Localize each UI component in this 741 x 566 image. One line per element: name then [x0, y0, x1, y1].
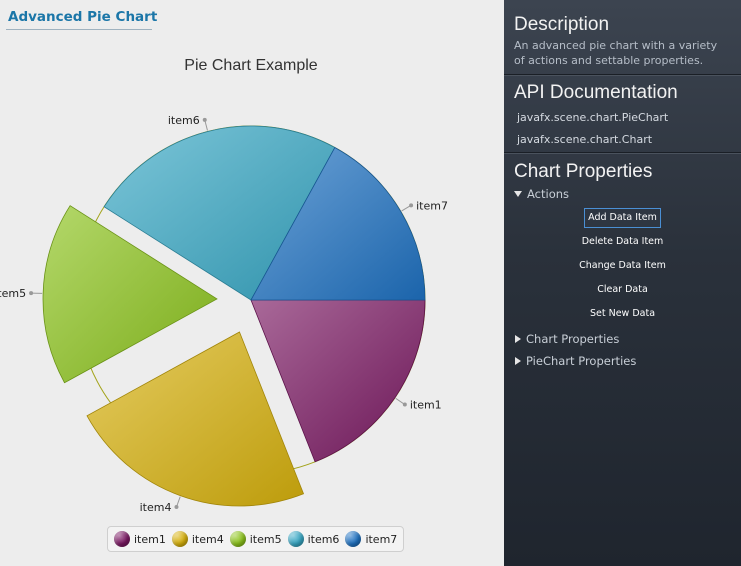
- legend-item-item4: item4: [171, 531, 224, 547]
- api-link-chart[interactable]: javafx.scene.chart.Chart: [517, 133, 653, 146]
- api-section: API Documentation javafx.scene.chart.Pie…: [504, 75, 741, 153]
- label-dot-item1: [402, 402, 407, 407]
- chevron-right-icon: [515, 335, 521, 343]
- legend-label-item4: item4: [191, 532, 224, 546]
- properties-heading: Chart Properties: [514, 161, 653, 182]
- legend-swatch-item5: [229, 531, 246, 547]
- actions-label: Actions: [527, 187, 570, 201]
- slice-label-item4: item4: [140, 501, 172, 514]
- slice-label-item5: item5: [0, 287, 26, 300]
- pie-slice-item6[interactable]: [103, 125, 336, 301]
- legend-label-item6: item6: [307, 532, 340, 546]
- description-section: Description An advanced pie chart with a…: [504, 0, 741, 75]
- set-new-data-button[interactable]: Set New Data: [586, 304, 659, 324]
- api-heading: API Documentation: [514, 82, 678, 103]
- label-dot-item6: [202, 117, 207, 122]
- delete-data-item-button[interactable]: Delete Data Item: [578, 232, 668, 252]
- piechart-properties-label: PieChart Properties: [526, 354, 637, 368]
- label-dot-item7: [409, 203, 414, 208]
- chart-title: Pie Chart Example: [184, 57, 317, 74]
- label-dot-item4: [174, 504, 179, 509]
- legend-item-item7: item7: [345, 531, 397, 547]
- properties-section: Chart Properties Actions Add Data Item D…: [504, 153, 741, 372]
- actions-list: Add Data Item Delete Data Item Change Da…: [504, 208, 741, 324]
- chart-properties-toggle[interactable]: Chart Properties: [504, 328, 741, 350]
- legend-item-item6: item6: [287, 531, 340, 547]
- legend-label-item7: item7: [365, 532, 398, 546]
- pie-slice-item1[interactable]: [250, 299, 426, 463]
- legend-swatch-item1: [114, 531, 130, 547]
- pie-slice-item4[interactable]: [86, 331, 305, 507]
- piechart-properties-toggle[interactable]: PieChart Properties: [504, 350, 741, 372]
- add-data-item-button[interactable]: Add Data Item: [584, 208, 661, 228]
- api-link-piechart[interactable]: javafx.scene.chart.PieChart: [517, 111, 669, 124]
- legend-label-item1: item1: [134, 532, 166, 546]
- legend-item-item1: item1: [114, 531, 166, 547]
- slice-label-item7: item7: [416, 199, 448, 212]
- label-dot-item5: [29, 291, 34, 296]
- chevron-right-icon: [515, 357, 521, 365]
- legend-item-item5: item5: [229, 531, 282, 547]
- chart-properties-label: Chart Properties: [526, 332, 620, 346]
- title-underline: [6, 29, 152, 30]
- chart-legend: item1 item4 item5 item6 item7: [107, 526, 405, 552]
- pie-chart: Pie Chart Example item1 item4 item5 item6 it…: [0, 57, 448, 514]
- legend-swatch-item4: [171, 531, 188, 547]
- description-text: An advanced pie chart with a variety of …: [504, 38, 741, 68]
- page-title: Advanced Pie Chart: [8, 9, 158, 25]
- pie-slice-item5[interactable]: [42, 205, 218, 384]
- legend-swatch-item7: [345, 531, 362, 547]
- slice-label-item6: item6: [168, 114, 200, 127]
- content-pane: Advanced Pie Chart Pie Chart Example ite…: [0, 9, 448, 552]
- pie-slice-item7[interactable]: [250, 146, 426, 301]
- actions-toggle[interactable]: Actions: [504, 183, 741, 205]
- legend-label-item5: item5: [249, 532, 282, 546]
- description-line-1: An advanced pie chart with a variety: [514, 39, 718, 52]
- legend-swatch-item6: [287, 531, 304, 547]
- slice-label-item1: item1: [410, 399, 442, 412]
- change-data-item-button[interactable]: Change Data Item: [575, 256, 670, 276]
- side-panel: Description An advanced pie chart with a…: [504, 0, 741, 566]
- description-line-2: of actions and settable properties.: [514, 54, 704, 67]
- chevron-down-icon: [514, 191, 522, 197]
- clear-data-button[interactable]: Clear Data: [593, 280, 652, 300]
- description-heading: Description: [514, 14, 610, 35]
